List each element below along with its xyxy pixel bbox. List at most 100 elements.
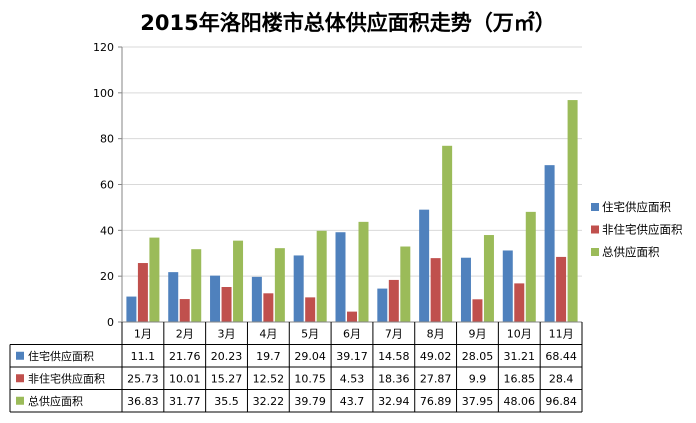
category-label: 7月 xyxy=(385,327,403,340)
category-label: 5月 xyxy=(301,327,319,340)
category-label: 11月 xyxy=(549,327,574,340)
data-label: 28.05 xyxy=(462,350,494,363)
y-tick-label: 100 xyxy=(93,87,114,100)
chart-title: 2015年洛阳楼市总体供应面积走势（万㎡） xyxy=(140,11,555,35)
data-label: 76.89 xyxy=(420,395,452,408)
bar-1-4 xyxy=(251,276,262,322)
y-tick-label: 60 xyxy=(100,179,114,192)
table-series-name: 总供应面积 xyxy=(28,394,83,408)
data-label: 14.58 xyxy=(378,350,410,363)
bar-3-8 xyxy=(442,145,453,322)
data-label: 35.5 xyxy=(214,395,239,408)
table-series-swatch xyxy=(16,396,24,405)
legend-label: 非住宅供应面积 xyxy=(602,223,683,237)
bar-1-3 xyxy=(210,275,221,322)
data-label: 49.02 xyxy=(420,350,452,363)
gridlines xyxy=(122,46,582,277)
table-series-swatch xyxy=(16,374,24,383)
data-label: 15.27 xyxy=(211,372,243,385)
bar-2-1 xyxy=(137,263,148,322)
data-label: 18.36 xyxy=(378,372,410,385)
category-label: 2月 xyxy=(176,327,194,340)
table-series-name: 住宅供应面积 xyxy=(28,349,94,363)
bars xyxy=(126,100,578,322)
bar-3-10 xyxy=(525,211,536,322)
bar-3-1 xyxy=(149,237,160,322)
bar-2-3 xyxy=(221,287,232,322)
data-label: 20.23 xyxy=(211,350,243,363)
bar-3-4 xyxy=(274,248,285,322)
y-tick-label: 20 xyxy=(100,270,114,283)
data-label: 31.21 xyxy=(504,350,536,363)
bar-3-2 xyxy=(191,249,202,322)
bar-2-5 xyxy=(305,297,316,322)
y-tick-label: 0 xyxy=(107,316,114,329)
bar-1-8 xyxy=(419,209,430,322)
data-label: 25.73 xyxy=(127,372,159,385)
bar-1-1 xyxy=(126,296,137,322)
data-label: 43.7 xyxy=(340,395,365,408)
category-label: 3月 xyxy=(218,327,236,340)
bar-3-3 xyxy=(233,240,244,322)
data-label: 9.9 xyxy=(469,372,487,385)
bar-2-7 xyxy=(388,279,399,322)
bar-2-4 xyxy=(263,293,274,322)
y-tick-label: 80 xyxy=(100,133,114,146)
data-label: 11.1 xyxy=(131,350,156,363)
bar-3-6 xyxy=(358,221,369,322)
data-label: 10.75 xyxy=(294,372,326,385)
data-label: 16.85 xyxy=(504,372,536,385)
table-series-swatch xyxy=(16,351,24,360)
bar-3-7 xyxy=(400,246,411,322)
legend-label: 住宅供应面积 xyxy=(602,200,671,214)
legend-label: 总供应面积 xyxy=(602,245,660,259)
axes: 0 20 40 60 80 100 120 xyxy=(93,41,582,329)
data-label: 36.83 xyxy=(127,395,159,408)
bar-1-11 xyxy=(544,165,555,322)
data-label: 39.79 xyxy=(294,395,326,408)
legend-swatch xyxy=(591,248,599,256)
data-label: 31.77 xyxy=(169,395,201,408)
y-tick-label: 120 xyxy=(93,41,114,54)
bar-1-5 xyxy=(293,255,304,322)
category-label: 1月 xyxy=(134,327,152,340)
bar-1-10 xyxy=(502,250,513,322)
data-label: 32.94 xyxy=(378,395,410,408)
data-label: 27.87 xyxy=(420,372,452,385)
bar-3-5 xyxy=(316,230,327,322)
bar-2-2 xyxy=(179,299,190,322)
bar-1-6 xyxy=(335,232,346,322)
bar-2-8 xyxy=(430,258,441,322)
bar-2-11 xyxy=(556,256,567,322)
y-tick-label: 40 xyxy=(100,224,114,237)
category-label: 6月 xyxy=(343,327,361,340)
data-label: 21.76 xyxy=(169,350,201,363)
bar-2-10 xyxy=(514,283,525,322)
bar-2-6 xyxy=(347,311,357,322)
bar-3-9 xyxy=(483,235,494,322)
category-label: 8月 xyxy=(427,327,445,340)
data-label: 39.17 xyxy=(336,350,368,363)
category-label: 9月 xyxy=(468,327,486,340)
data-label: 19.7 xyxy=(256,350,281,363)
data-label: 37.95 xyxy=(462,395,494,408)
data-label: 68.44 xyxy=(545,350,577,363)
data-label: 10.01 xyxy=(169,372,201,385)
legend-swatch xyxy=(591,225,599,234)
bar-2-9 xyxy=(472,299,483,322)
data-label: 48.06 xyxy=(504,395,536,408)
bar-3-11 xyxy=(567,100,578,322)
table-series-name: 非住宅供应面积 xyxy=(28,371,105,385)
legend-swatch xyxy=(591,203,599,211)
category-label: 4月 xyxy=(259,327,277,340)
bar-1-9 xyxy=(460,257,471,322)
data-label: 32.22 xyxy=(253,395,285,408)
bar-1-2 xyxy=(168,272,179,322)
data-label: 29.04 xyxy=(294,350,326,363)
bar-1-7 xyxy=(377,288,388,322)
data-label: 28.4 xyxy=(549,372,574,385)
data-label: 96.84 xyxy=(545,395,577,408)
